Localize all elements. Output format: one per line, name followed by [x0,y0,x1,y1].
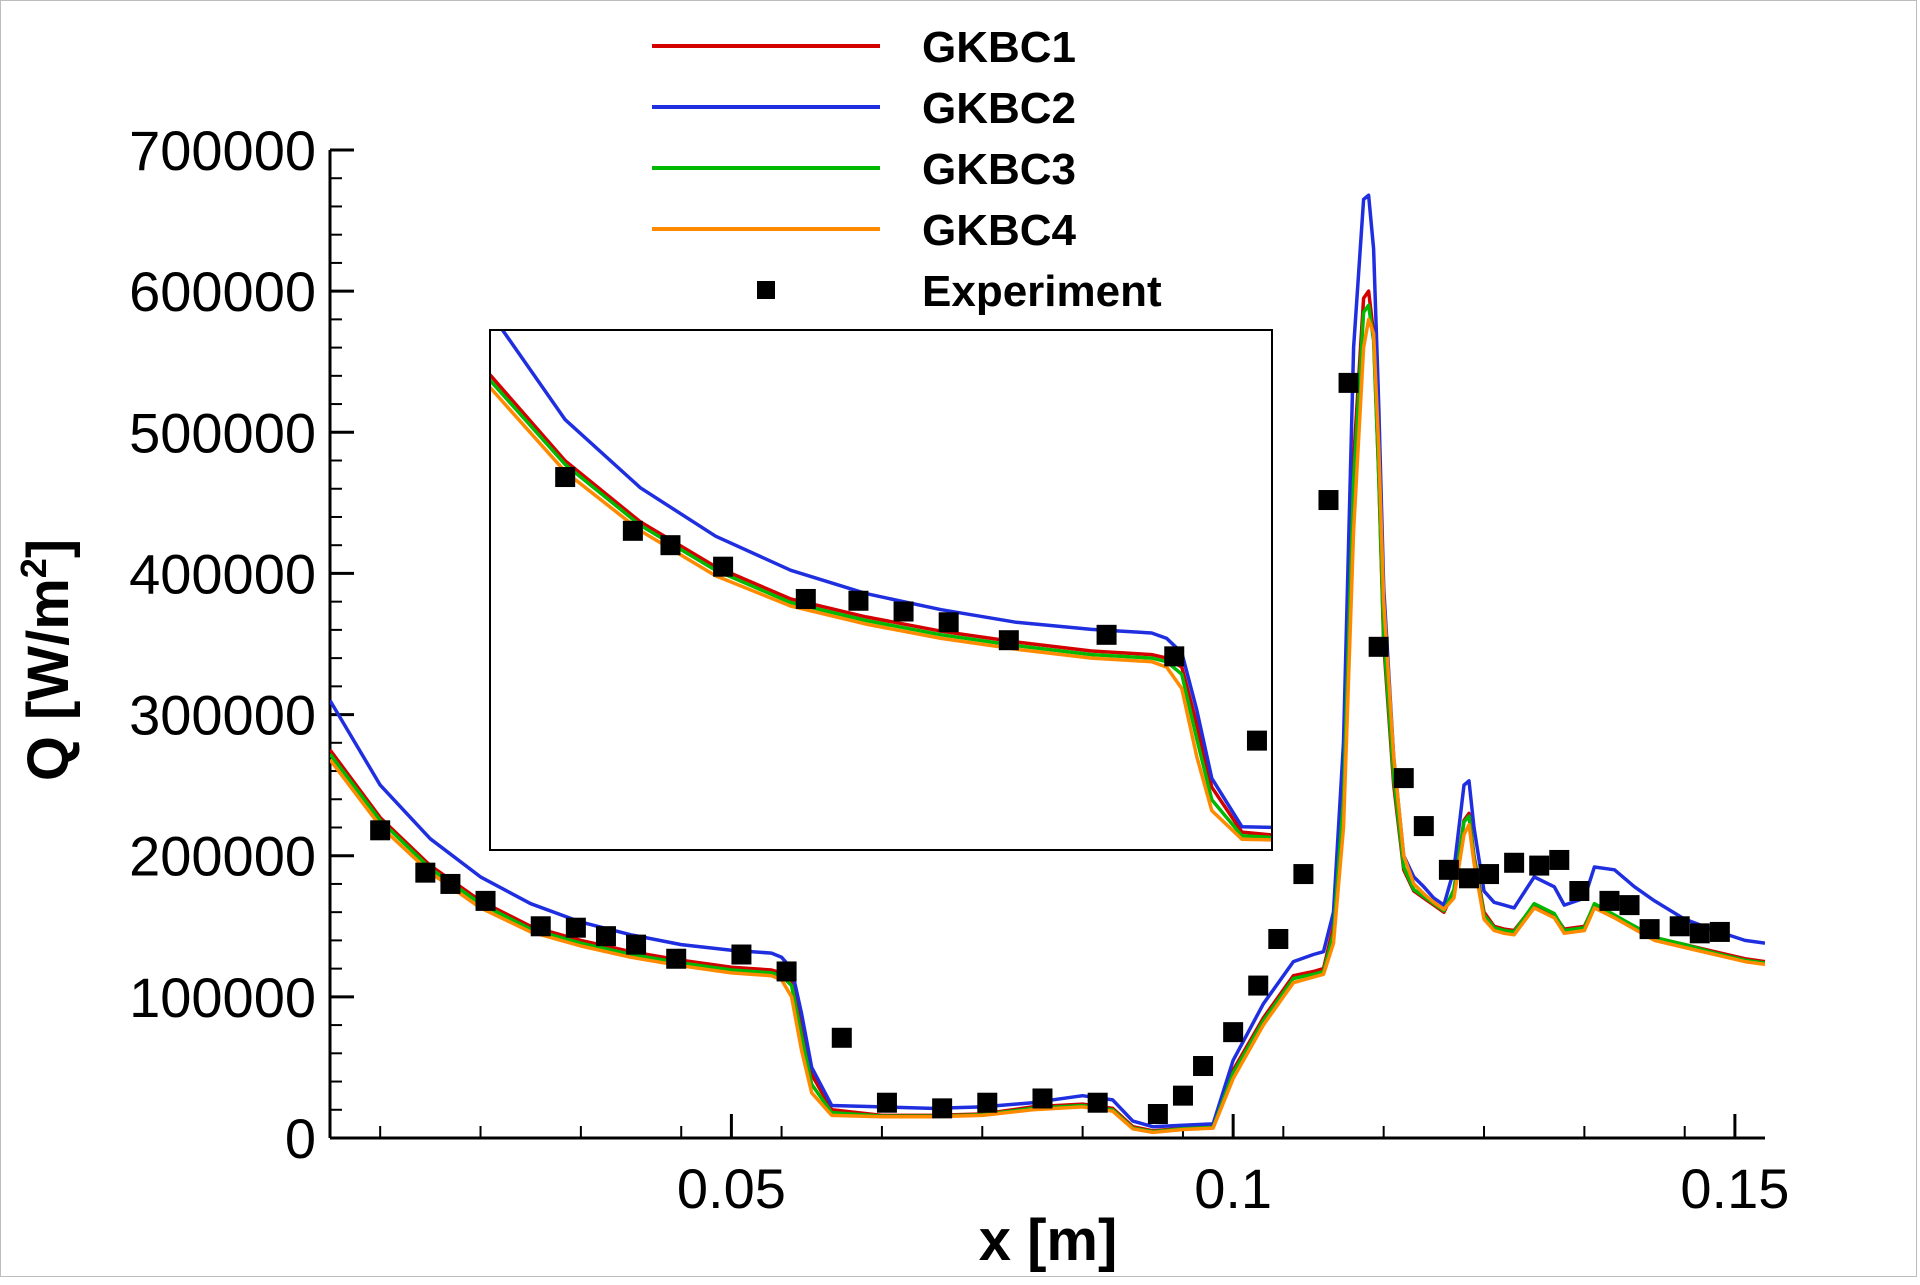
inset-background [490,330,1272,850]
y-tick-label: 0 [285,1107,316,1170]
y-tick-label: 200000 [129,825,316,888]
experiment-point [1087,1092,1108,1113]
inset-experiment-point [660,535,681,556]
experiment-point [1549,849,1570,870]
experiment-point [530,916,551,937]
x-tick-label: 0.05 [677,1157,786,1220]
experiment-point [1413,816,1434,837]
experiment-point [1479,864,1500,885]
y-tick-label: 400000 [129,542,316,605]
inset-experiment-point [713,556,734,577]
experiment-point [1709,921,1730,942]
legend: GKBC1 GKBC2 GKBC3 GKBC4 Experiment [652,23,1162,316]
experiment-point [626,934,647,955]
inset-experiment-point [938,612,959,633]
experiment-point [475,890,496,911]
experiment-point [1223,1022,1244,1043]
y-axis-title: Q [W/m2] [13,539,81,781]
y-tick-label: 500000 [129,401,316,464]
experiment-point [415,862,436,883]
experiment-point [1368,636,1389,657]
x-axis-title: x [m] [979,1208,1118,1273]
inset-experiment-point [1246,730,1267,751]
experiment-point [1268,928,1289,949]
experiment-point [1569,881,1590,901]
experiment-point [1193,1056,1214,1077]
y-tick-label: 600000 [129,260,316,323]
experiment-markers [370,372,1730,1125]
y-axis-title-close: ] [16,539,81,558]
legend-label-gkbc3: GKBC3 [922,145,1076,194]
experiment-point [1438,859,1459,880]
experiment-point [595,926,616,947]
experiment-point [1293,864,1314,885]
experiment-point [1458,868,1479,889]
experiment-point [1318,490,1339,511]
experiment-point [1147,1104,1168,1125]
experiment-point [932,1098,953,1119]
inset-experiment-point [1096,624,1117,645]
experiment-point [1338,372,1359,393]
experiment-point [731,944,752,965]
experiment-point [1172,1085,1193,1106]
inset-experiment-point [1164,646,1185,667]
experiment-point [565,917,586,938]
inset-experiment-point [555,467,576,488]
series-line-gkbc4 [330,317,1765,1135]
experiment-point [831,1027,852,1048]
experiment-point [1599,890,1620,911]
inset-series-line-gkbc2 [500,330,1272,830]
inset-experiment-point [998,630,1019,651]
inset-experiment-point [893,601,914,622]
inset-experiment-point [848,590,869,611]
inset-frame [489,329,1273,851]
inset-experiment-point [795,588,816,609]
experiment-point [1529,855,1550,876]
main-axes: 0 100000 200000 300000 400000 500000 600000 700… [129,119,1789,1220]
experiment-point [1619,895,1640,916]
y-tick-label: 700000 [129,119,316,182]
experiment-point [1689,923,1710,944]
inset-series-line-gkbc4 [490,386,1272,842]
y-axis-title-main: Q [W/m [16,578,81,781]
x-tick-label: 0.1 [1194,1157,1272,1220]
inset-series-line-gkbc3 [490,379,1272,840]
experiment-point [440,873,461,894]
experiment-point [1393,768,1414,789]
experiment-point [370,820,391,841]
experiment-point [1639,919,1660,940]
experiment-point [1248,975,1269,996]
legend-label-experiment: Experiment [922,267,1162,316]
x-tick-label: 0.15 [1680,1157,1789,1220]
experiment-point [1504,852,1525,873]
experiment-point [977,1092,998,1113]
experiment-point [666,948,687,969]
experiment-point [876,1092,897,1113]
y-axis-title-sup: 2 [13,558,54,578]
experiment-point [1032,1088,1053,1109]
inset-experiment-markers [555,467,1267,751]
legend-marker-experiment [757,281,775,299]
experiment-point [776,961,797,982]
legend-label-gkbc1: GKBC1 [922,23,1076,72]
inset-experiment-point [622,520,643,541]
y-tick-label: 100000 [129,966,316,1029]
experiment-point [1669,916,1690,937]
y-tick-label: 300000 [129,684,316,747]
legend-label-gkbc4: GKBC4 [922,206,1077,255]
legend-label-gkbc2: GKBC2 [922,84,1076,133]
